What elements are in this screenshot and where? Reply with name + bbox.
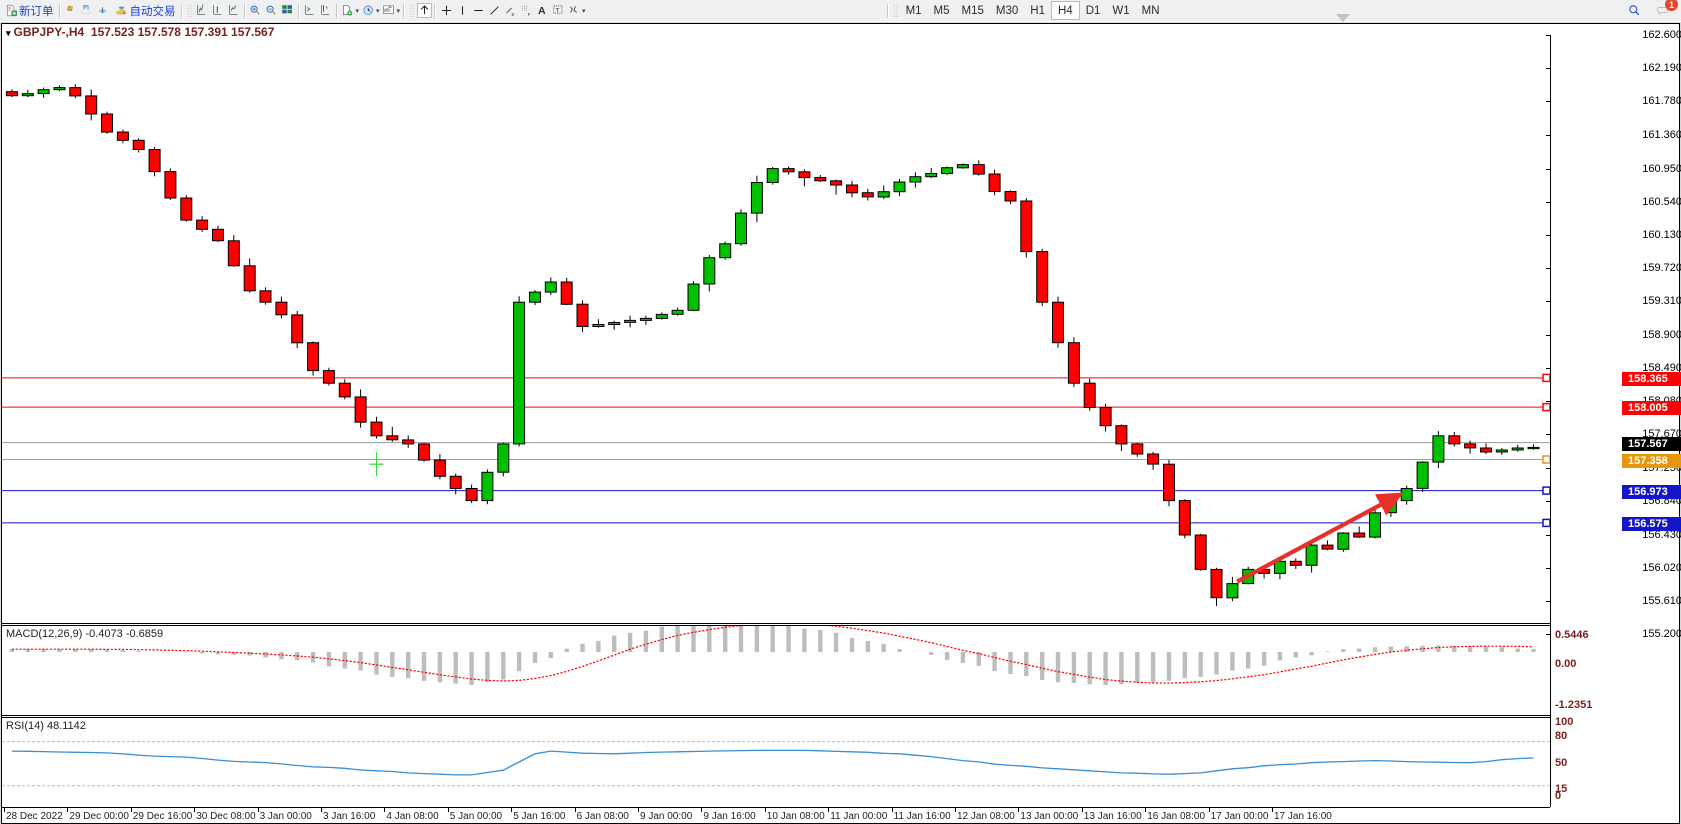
svg-text:T: T	[555, 7, 559, 14]
svg-text:A: A	[538, 5, 546, 17]
svg-text:F: F	[527, 12, 530, 17]
svg-text:E: E	[511, 12, 514, 17]
